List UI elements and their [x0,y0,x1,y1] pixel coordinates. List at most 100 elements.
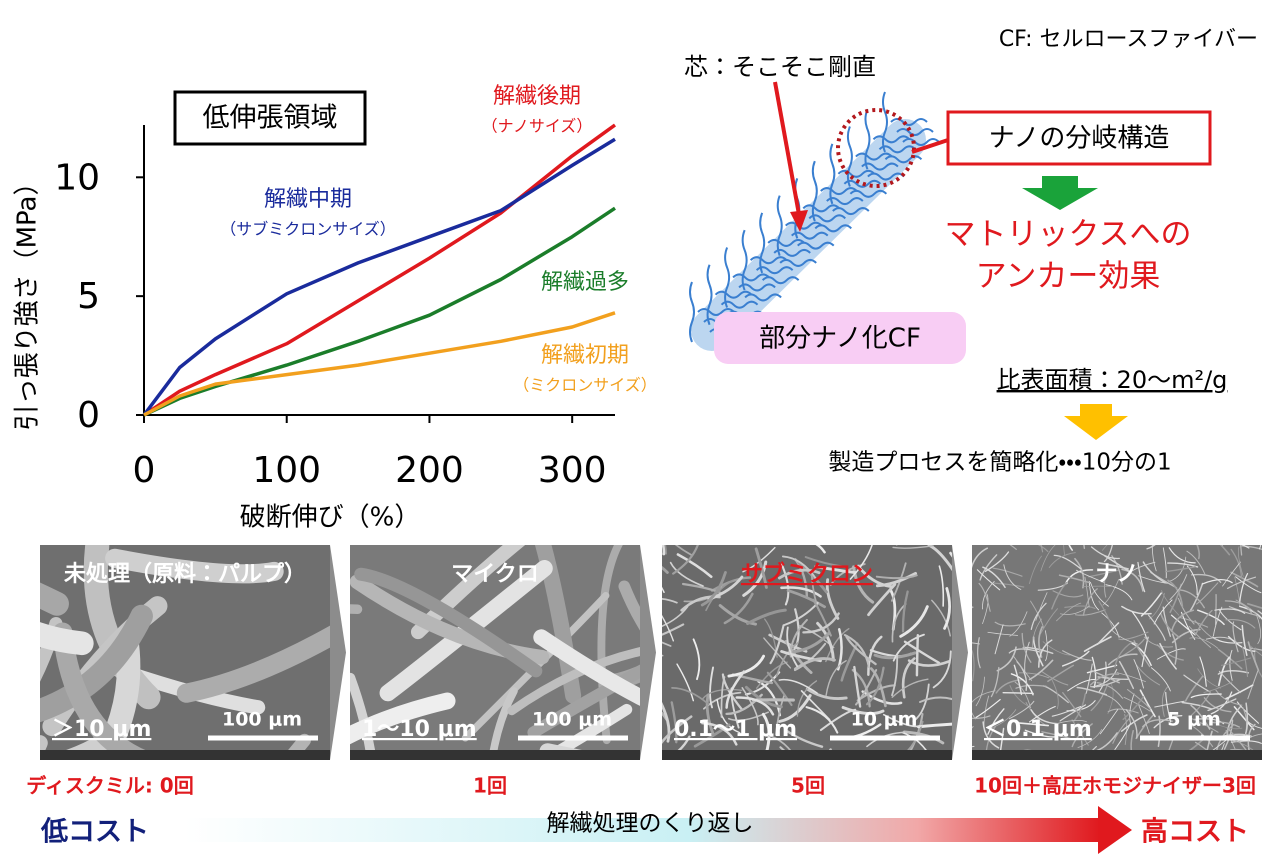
fiber [1083,636,1112,653]
series-line [142,137,616,417]
fiber [1025,701,1047,726]
fiber [845,635,877,666]
fiber [1101,545,1108,551]
surface-area: 比表面積：20～m²/g [997,366,1228,394]
arrow-head [790,210,808,232]
fiber [1225,684,1254,700]
sem-texture [350,545,640,760]
fiber [1110,629,1138,645]
count-label: 5回 [791,774,825,798]
branch [826,197,864,206]
fiber [1107,683,1114,715]
series-line [143,123,617,417]
fiber [1009,545,1017,550]
branch [759,212,766,274]
fiber [1051,581,1068,610]
fiber [1197,668,1222,689]
fiber [1107,708,1139,714]
count-label: 10回＋高圧ホモジナイザー3回 [974,774,1256,798]
fiber [1032,618,1042,648]
fiber [1179,589,1205,609]
series-sublabel: （ミクロンサイズ） [513,376,657,395]
fiber [1189,637,1219,649]
fiber [786,589,826,609]
fiber [527,664,640,739]
fiber [975,698,1001,719]
fiber [1028,705,1056,723]
note: CF: セルロースファイバー [999,27,1258,52]
fiber [775,641,799,678]
info-strip [350,750,640,760]
fiber [1181,701,1213,710]
fiber [1082,585,1114,588]
fiber [40,730,117,760]
fiber [1196,582,1219,605]
fiber [975,676,985,707]
fiber [978,582,991,612]
fiber [1102,579,1120,606]
fiber [1214,608,1246,614]
branch [882,91,888,153]
fiber [1199,656,1207,687]
fiber [805,706,839,734]
fiber [1131,611,1147,639]
fiber [507,647,640,716]
chevron [330,545,346,760]
fiber [354,567,543,678]
fiber [1257,610,1262,615]
fiber [994,621,1026,627]
fiber [1091,668,1118,688]
branch [864,108,871,170]
region-box [173,90,367,146]
fiber [976,569,1001,591]
fiber [915,634,920,677]
fiber [692,638,701,681]
fiber [1139,689,1156,718]
fiber [1082,588,1098,617]
fiber [1048,552,1076,568]
fiber [662,614,675,642]
fiber [1107,653,1138,666]
fiber [1241,624,1248,657]
fiber [1085,663,1093,694]
fiber [1071,723,1093,748]
branch [761,276,800,285]
branch [872,135,911,144]
fiber [1142,719,1173,728]
branch [741,229,748,291]
x-tick-label: 300 [538,450,607,491]
fiber [899,605,929,638]
branch [902,138,940,146]
branch [724,247,731,308]
fiber [1222,561,1241,587]
fiber [1003,564,1022,590]
branch [849,189,888,198]
y-tick-label: 0 [77,395,100,436]
fiber [1196,545,1201,560]
fiber [982,566,1006,589]
fiber [972,745,975,748]
info-strip [40,750,330,760]
process: 製造プロセスを簡略化・・・10分の1 [828,450,1171,476]
fiber [1062,691,1082,718]
fiber [1162,547,1167,579]
fiber [1203,681,1233,693]
high-cost: 高コスト [1141,817,1249,848]
y-tick-label: 5 [77,276,100,317]
fiber [1246,603,1262,609]
fiber [1249,647,1262,651]
fiber [1230,548,1243,579]
fiber [1008,700,1035,720]
low-cost: 低コスト [40,817,149,848]
fiber [1028,659,1054,681]
fiber [856,564,894,589]
fiber [1190,691,1212,716]
branch [720,300,759,309]
fiber [664,545,667,555]
fiber [1183,674,1210,693]
fiber [815,545,826,554]
fiber [618,580,640,631]
fiber [40,604,153,723]
series-sublabel: （サブミクロンサイズ） [220,220,396,239]
fiber [875,574,918,580]
